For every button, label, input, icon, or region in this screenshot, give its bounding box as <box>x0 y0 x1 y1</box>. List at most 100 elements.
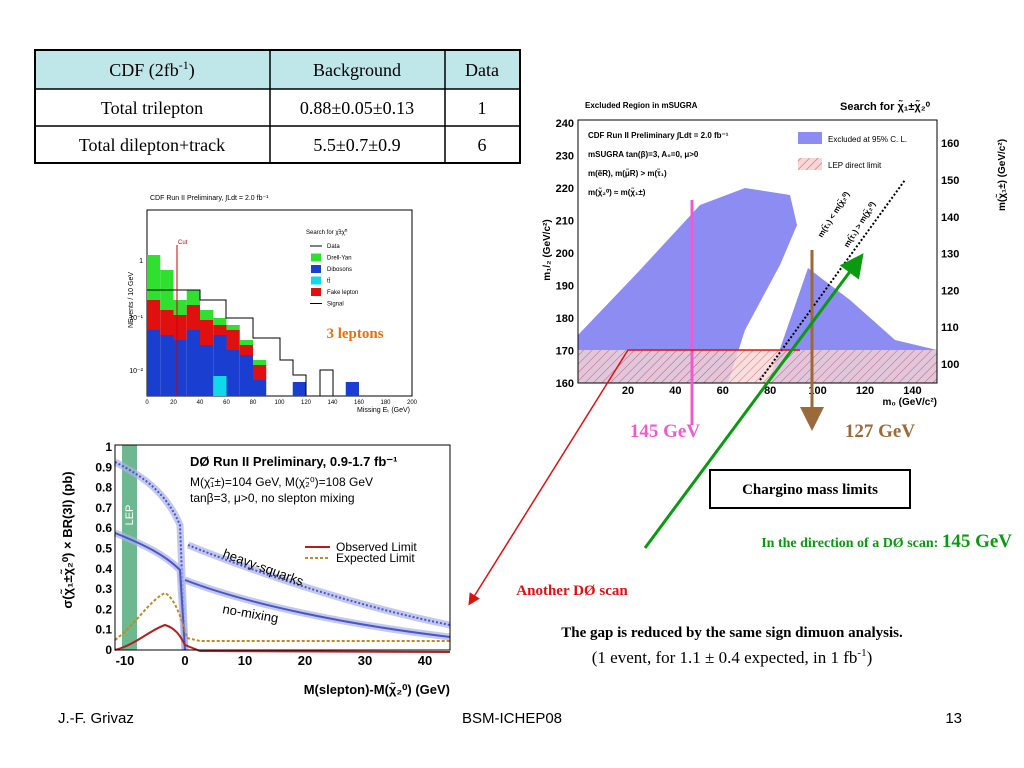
y-tick-label: 160 <box>556 378 574 390</box>
legend-swatch <box>311 288 321 296</box>
y-tick-label: 0.6 <box>95 521 112 535</box>
y-tick-label: 1 <box>105 440 112 454</box>
fake-bar <box>160 310 174 335</box>
boundary-line <box>759 179 906 381</box>
y-tick-label: 0.8 <box>95 481 112 495</box>
y-tick-label: 1 <box>139 258 143 265</box>
legend-swatch <box>798 132 822 144</box>
y-tick-label: 220 <box>556 183 574 195</box>
y-tick-label: 230 <box>556 151 574 163</box>
heavy-squarks-curve <box>187 544 451 626</box>
legend-label: Fake lepton <box>327 290 358 296</box>
diboson-bar <box>147 330 161 396</box>
annotation: (1 event, for 1.1 ± 0.4 expected, in 1 f… <box>592 647 873 667</box>
y2-tick-label: 150 <box>941 175 959 187</box>
annotation: Chargino mass limits <box>742 482 878 498</box>
y-tick-label: 10⁻² <box>129 368 143 375</box>
legend-label: Drell-Yan <box>327 256 352 262</box>
legend-label: Signal <box>327 302 344 308</box>
box <box>709 469 911 509</box>
y2-label: m(χ̃₁±) (GeV/c²) <box>995 139 1008 211</box>
y-label: σ(χ̃₁±χ̃₂⁰) × BR(3l) (pb) <box>60 471 75 608</box>
y-label: m₁/₂ (GeV/c²) <box>542 219 553 280</box>
legend-label: LEP direct limit <box>828 161 882 170</box>
excluded-region <box>578 188 797 383</box>
legend-title: Search for χ̃±χ̃⁰ <box>306 229 348 236</box>
fake-bar <box>226 330 240 350</box>
x-tick-label: 40 <box>418 653 432 668</box>
x-tick-label: 60 <box>223 400 230 406</box>
y2-tick-label: 160 <box>941 138 959 150</box>
dy-bar <box>200 310 214 320</box>
x-tick-label: 30 <box>358 653 372 668</box>
cdf-plot: CDF Run II Preliminary, ∫Ldt = 2.0 fb⁻¹ … <box>120 188 418 414</box>
plot-note: CDF Run II Preliminary ∫Ldt = 2.0 fb⁻¹ <box>588 131 729 140</box>
header-tail: ) <box>189 60 195 81</box>
cell: 5.5±0.7±0.9 <box>313 135 400 155</box>
cell: 1 <box>478 98 487 118</box>
x-tick-label: 120 <box>856 385 874 397</box>
annotation-text: In the direction of a DØ scan: <box>761 536 942 551</box>
y-tick-label: 0.9 <box>95 460 112 474</box>
y-tick-label: 240 <box>556 118 574 130</box>
annotation: Another DØ scan <box>516 583 628 599</box>
diboson-bar <box>253 380 267 396</box>
y2-tick-label: 140 <box>941 212 959 224</box>
diboson-bar <box>173 340 187 396</box>
x-tick-label: 140 <box>327 400 338 406</box>
y-tick-label: 0.4 <box>95 562 112 576</box>
y-tick-label: 0.3 <box>95 582 112 596</box>
diboson-bar <box>292 382 306 396</box>
plot-note: M(χ̃₁±)=104 GeV, M(χ̃₂⁰)=108 GeV <box>190 475 373 489</box>
y-tick-label: 0.7 <box>95 501 112 515</box>
legend-swatch <box>798 158 822 170</box>
annotation: In the direction of a DØ scan: 145 GeV <box>761 531 1012 552</box>
dy-bar <box>239 340 253 345</box>
fake-bar <box>186 305 200 330</box>
fake-bar <box>173 315 187 340</box>
lep-band <box>122 445 137 650</box>
header-text: CDF (2fb <box>109 60 179 81</box>
x-tick-label: 20 <box>170 400 177 406</box>
x-tick-label: 160 <box>354 400 365 406</box>
legend-label: Observed Limit <box>336 540 417 554</box>
annotation: 3 leptons <box>326 326 383 342</box>
x-tick-label: 100 <box>274 400 285 406</box>
x-label: M(slepton)-M(χ̃₂⁰) (GeV) <box>304 682 450 697</box>
legend-swatch <box>311 276 321 285</box>
footer-page: 13 <box>945 710 962 727</box>
annotation-tail: ) <box>867 648 873 667</box>
x-tick-label: 60 <box>717 385 729 397</box>
header-cell: Background <box>313 60 401 80</box>
annotation-value: 145 GeV <box>942 531 1012 552</box>
lep-limit <box>578 350 937 383</box>
y-tick-label: 0.5 <box>95 542 112 556</box>
arrow <box>643 253 864 549</box>
y2-tick-label: 100 <box>941 359 959 371</box>
x-tick-label: 10 <box>238 653 252 668</box>
fake-bar <box>253 365 267 380</box>
diboson-bar <box>239 355 253 396</box>
no-mixing-curve <box>114 532 451 651</box>
x-tick-label: 0 <box>145 400 149 406</box>
y-tick-label: 0.1 <box>95 623 112 637</box>
signal-hist <box>147 289 334 396</box>
d0-plot: DØ Run II Preliminary, 0.9-1.7 fb⁻¹ M(χ̃… <box>60 438 456 700</box>
annotation-text: (1 event, for 1.1 ± 0.4 expected, in 1 f… <box>592 648 858 667</box>
diboson-bar <box>345 382 359 396</box>
lep-label: LEP <box>124 505 136 526</box>
x-tick-label: 140 <box>903 385 921 397</box>
annotation: 127 GeV <box>845 421 915 442</box>
cell: Total trilepton <box>101 98 203 118</box>
fake-bar <box>147 300 161 330</box>
footer: J.-F. Grivaz BSM-ICHEP08 13 <box>58 710 962 727</box>
legend-label: Data <box>327 244 340 250</box>
x-tick-label: 180 <box>380 400 391 406</box>
heavy-squarks-curve <box>114 461 186 651</box>
x-label: Missing Eₜ (GeV) <box>357 407 410 414</box>
y-tick-label: 180 <box>556 313 574 325</box>
ttbar-bar <box>213 376 227 396</box>
plot-note: m(χ̃₂⁰) ≈ m(χ̃₁±) <box>588 188 646 197</box>
fake-bar <box>213 325 227 335</box>
y-tick-label: 0 <box>105 643 112 657</box>
